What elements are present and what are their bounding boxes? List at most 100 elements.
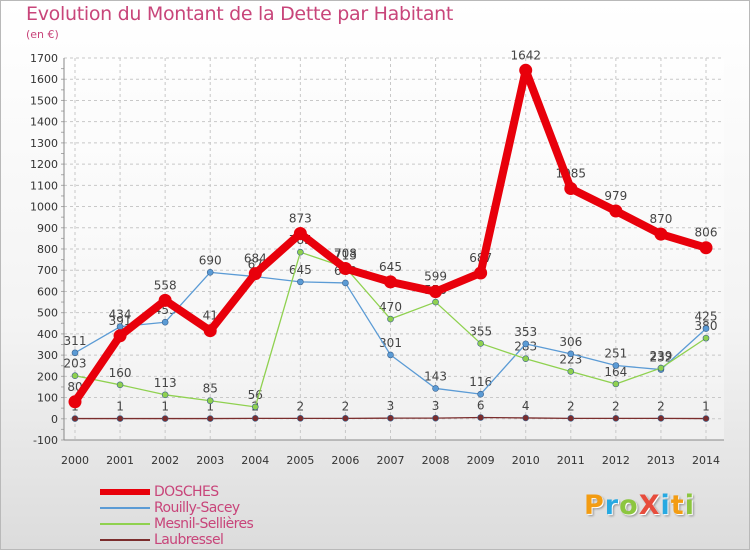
data-point	[474, 266, 488, 280]
y-tick-label: -100	[33, 434, 58, 447]
data-point	[161, 415, 169, 422]
y-tick-label: 1300	[30, 137, 58, 150]
data-label: 806	[695, 226, 718, 240]
data-point	[387, 414, 394, 422]
x-tick-label: 2011	[557, 454, 585, 467]
data-point	[522, 340, 530, 348]
legend-label-laubressel: Laubressel	[154, 532, 224, 548]
y-tick-label: 800	[37, 243, 58, 256]
x-tick-label: 2007	[377, 454, 405, 467]
data-point	[158, 293, 172, 307]
data-point	[567, 368, 575, 375]
y-tick-label: 1100	[30, 179, 58, 192]
data-label: 251	[604, 347, 627, 361]
data-label: 3	[432, 399, 440, 413]
data-point	[297, 278, 304, 286]
data-label: 1642	[510, 48, 541, 62]
data-label: 2	[342, 399, 350, 413]
data-point	[609, 204, 623, 218]
data-point	[699, 241, 713, 255]
data-label: 645	[289, 263, 312, 277]
x-tick-label: 2000	[61, 454, 89, 467]
data-point	[68, 395, 82, 409]
data-label: 425	[695, 310, 718, 324]
data-point	[522, 355, 530, 363]
legend-label-dosches: DOSCHES	[154, 484, 219, 500]
x-tick-label: 2009	[467, 454, 495, 467]
data-label: 870	[649, 212, 672, 226]
data-point	[432, 298, 439, 306]
legend-item-laubressel: Laubressel	[100, 532, 330, 548]
data-point	[702, 415, 710, 422]
data-label: 355	[469, 324, 492, 338]
data-point	[567, 415, 575, 422]
data-label: 6	[477, 399, 485, 413]
data-label: 3	[387, 399, 395, 413]
x-tick-label: 2001	[106, 454, 134, 467]
data-label: 979	[604, 189, 627, 203]
data-label: 2	[612, 399, 620, 413]
legend-swatch-laubressel	[100, 539, 150, 541]
legend-swatch-mesnil-sellieres	[100, 523, 150, 525]
data-label: 41	[203, 309, 218, 323]
data-label: 1	[206, 400, 214, 414]
data-label: 470	[379, 300, 402, 314]
data-label: 203	[64, 357, 87, 371]
y-tick-label: 300	[37, 349, 58, 362]
data-label: 1	[702, 400, 710, 414]
data-point	[612, 380, 620, 388]
x-tick-label: 2013	[647, 454, 675, 467]
data-point	[251, 415, 259, 422]
plot-area: -100 0 100 200 300 400 500 600 700 800 900 1000 1100…	[30, 52, 724, 467]
data-point	[71, 349, 79, 357]
data-label: 599	[424, 270, 447, 284]
data-label: 558	[154, 278, 177, 292]
y-tick-label: 0	[51, 413, 58, 426]
logo-letter: i	[684, 490, 695, 521]
y-tick-label: 1400	[30, 116, 58, 129]
data-point	[612, 362, 620, 369]
data-point	[522, 414, 530, 422]
data-point	[342, 415, 349, 422]
data-label: 56	[248, 388, 263, 402]
data-point	[387, 315, 394, 323]
data-point	[206, 397, 214, 405]
x-tick-label: 2005	[286, 454, 314, 467]
data-labels: 8039155841684873708645599687164210859798…	[64, 48, 718, 413]
data-label: 4	[522, 399, 530, 413]
data-point	[161, 318, 169, 326]
data-label: 160	[109, 366, 132, 380]
data-point	[293, 227, 307, 241]
logo-letter: X	[638, 490, 661, 521]
series-rouilly-sacey	[71, 269, 710, 398]
data-point	[387, 351, 394, 359]
data-point	[567, 350, 575, 358]
y-tick-label: 500	[37, 307, 58, 320]
data-label: 1	[116, 400, 124, 414]
logo-letter: i	[660, 490, 671, 521]
data-point	[702, 325, 710, 332]
data-label: 2	[567, 399, 575, 413]
y-tick-label: 700	[37, 264, 58, 277]
y-axis-unit: (en €)	[26, 28, 59, 41]
x-tick-label: 2014	[692, 454, 720, 467]
chart-title: Evolution du Montant de la Dette par Hab…	[26, 3, 454, 25]
legend-label-rouilly-sacey: Rouilly-Sacey	[154, 500, 240, 516]
data-point	[251, 403, 259, 411]
data-point	[477, 390, 484, 398]
data-point	[519, 63, 533, 77]
data-label: 713	[334, 248, 357, 262]
data-point	[113, 329, 127, 343]
data-point	[702, 334, 710, 342]
y-tick-label: 1600	[30, 73, 58, 86]
data-label: 113	[154, 376, 177, 390]
y-tick-label: 1200	[30, 158, 58, 171]
x-tick-label: 2002	[151, 454, 179, 467]
logo-letter: o	[619, 490, 639, 521]
data-point	[206, 415, 214, 422]
series-laubressel	[71, 414, 710, 422]
data-point	[116, 381, 124, 389]
y-tick-label: 1000	[30, 201, 58, 214]
data-point	[248, 267, 262, 281]
